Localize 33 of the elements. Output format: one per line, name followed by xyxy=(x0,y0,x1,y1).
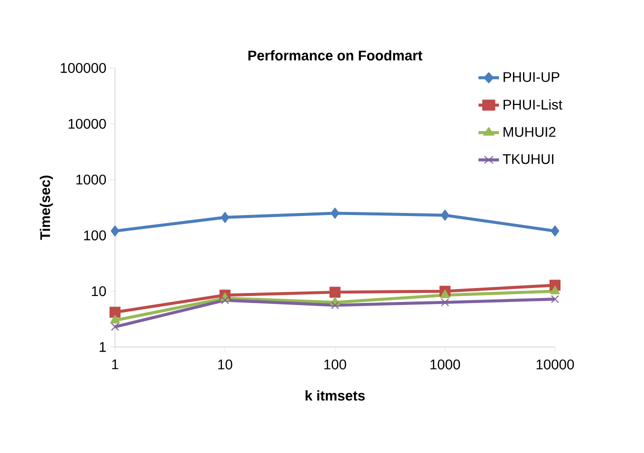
y-tick-label: 1 xyxy=(100,342,106,352)
point xyxy=(220,212,230,223)
y-tick-label: 100 xyxy=(84,230,106,240)
point xyxy=(330,208,340,219)
point xyxy=(110,306,120,318)
point xyxy=(440,210,450,221)
x-tick-label: 10000 xyxy=(536,360,574,370)
legend-label: PHUI-UP xyxy=(504,72,560,82)
x-axis-title: k itmsets xyxy=(306,390,365,401)
x-tick-label: 10 xyxy=(218,360,232,370)
x-tick-label: 1 xyxy=(112,360,118,370)
point xyxy=(440,290,450,298)
legend-label: PHUI-List xyxy=(504,99,562,110)
legend-label: MUHUI2 xyxy=(504,126,556,137)
point xyxy=(330,301,340,310)
legend-label: TKUHUI xyxy=(502,154,554,164)
x-tick-label: 100 xyxy=(324,360,346,370)
y-tick-label: 1000 xyxy=(76,174,106,185)
point xyxy=(110,225,120,236)
point xyxy=(550,225,560,236)
point xyxy=(110,322,120,331)
point xyxy=(550,286,560,294)
point xyxy=(550,295,560,304)
point xyxy=(330,286,341,298)
y-tick-label: 10 xyxy=(92,286,106,296)
y-tick-label: 10000 xyxy=(68,118,106,129)
y-axis-title: Time(sec) xyxy=(40,176,53,240)
point xyxy=(220,296,230,304)
y-tick-label: 100000 xyxy=(60,63,106,73)
point xyxy=(110,314,120,324)
point xyxy=(440,298,450,306)
chart-title: Performance on Foodmart xyxy=(248,50,422,60)
x-tick-label: 1000 xyxy=(430,360,460,370)
